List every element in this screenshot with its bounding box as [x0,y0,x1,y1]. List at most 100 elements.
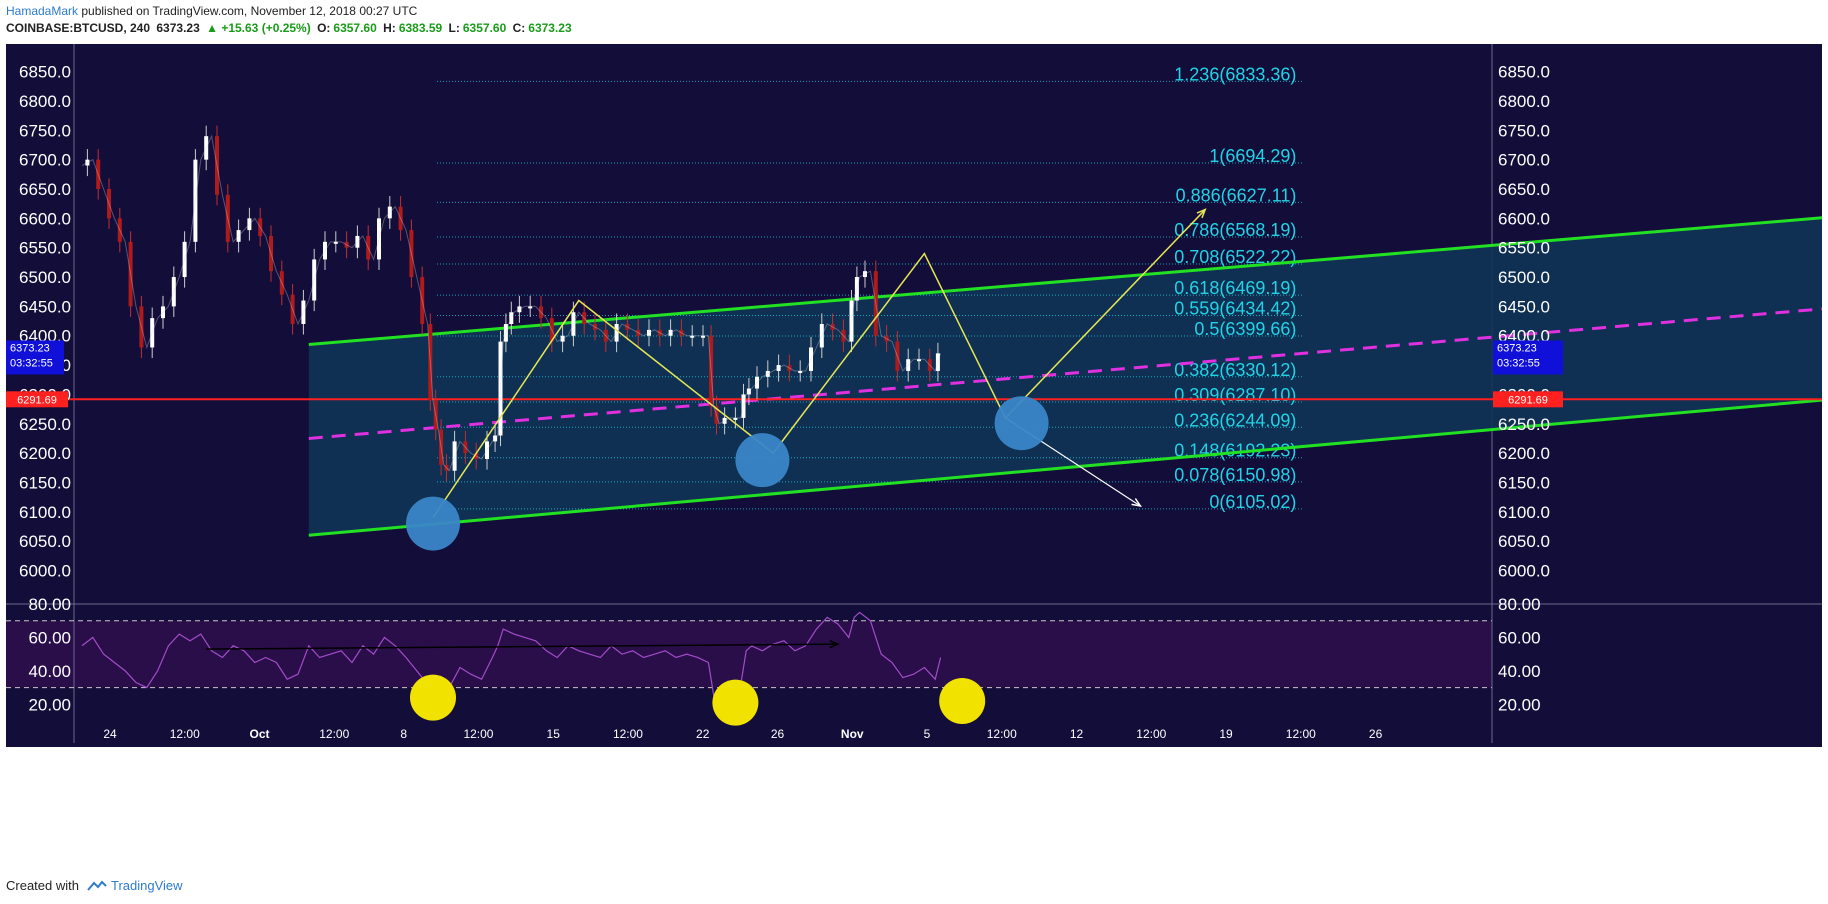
candle-body [498,341,503,436]
published-text: published on TradingView.com, November 1… [78,4,418,18]
time-tick: 15 [547,727,561,741]
support-tag-right [1493,391,1563,408]
publish-info: HamadaMark published on TradingView.com,… [6,4,417,18]
time-axis-background [6,721,1822,747]
candle-body [503,324,508,342]
rsi-tick-left: 40.00 [28,662,71,681]
price-tick-right: 6150.0 [1498,473,1550,492]
candle-body [625,324,630,330]
last-price-tag-right-price: 6373.23 [1497,342,1537,354]
price-tick-left: 6200.0 [19,444,71,463]
candle-body [409,230,414,278]
candle-body [714,406,719,424]
candle-body [917,359,921,362]
time-tick: 12:00 [319,727,349,741]
rsi-band [6,620,1492,688]
candle-body [776,365,781,371]
candle-body [830,324,835,330]
candle-body [884,335,889,342]
candle-body [128,241,133,307]
candle-body [549,318,554,342]
price-tick-left: 6500.0 [19,268,71,287]
bearish-arrowhead [1131,498,1143,508]
support-tag-right-text: 6291.69 [1508,394,1548,406]
candle-body [746,388,751,395]
fib-level-label: 0.618(6469.19) [1174,278,1296,298]
price-tick-right: 6450.0 [1498,297,1550,316]
candle-body [387,206,392,219]
rsi-tick-left: 60.00 [28,628,71,647]
channel-touch-circle [994,396,1049,451]
candle-body [452,441,457,471]
candle-body [679,329,684,336]
candle-body [182,241,187,278]
author-link[interactable]: HamadaMark [6,4,79,18]
candle-body [150,318,155,348]
price-tick-left: 6250.0 [19,415,71,434]
price-tick-right: 6050.0 [1498,532,1550,551]
candle-body [225,194,230,242]
price-tick-right: 6650.0 [1498,180,1550,199]
candle-body [509,312,514,324]
candle-body [603,329,608,342]
price-tick-left: 6100.0 [19,503,71,522]
price-tick-left: 6150.0 [19,473,71,492]
candle-body [377,218,381,260]
candle-body [927,359,932,371]
price-chart-svg[interactable]: 1.236(6833.36) 1(6694.29) 0.886(6627.11) 0.… [6,44,1822,870]
candle-body [582,312,587,324]
candle-body [863,271,867,278]
price-tick-right: 6700.0 [1498,151,1550,170]
candle-body [236,230,241,242]
footer: Created with TradingView [6,878,183,893]
last-price-tag-right-countdown: 03:32:55 [1497,357,1540,369]
candle-body [765,370,770,377]
price-tick-left: 6550.0 [19,239,71,258]
last-price: 6373.23 [156,21,200,35]
low-value: 6357.60 [462,21,507,35]
channel-midline [308,307,1822,440]
candle-body [269,235,273,272]
fib-level-label: 1(6694.29) [1209,146,1296,166]
candle-body [333,241,338,244]
fib-level-label: 0.708(6522.22) [1174,247,1296,267]
price-tick-left: 6850.0 [19,63,71,82]
price-tick-left: 6600.0 [19,209,71,228]
candle-body [428,324,433,401]
chart-area[interactable]: 1.236(6833.36) 1(6694.29) 0.886(6627.11) 0.… [6,44,1822,870]
rsi-tick-right: 40.00 [1498,662,1541,681]
candle-body [204,136,209,160]
created-with-text: Created with [6,878,79,893]
fib-level-label: 0.559(6434.42) [1174,299,1296,319]
support-tag-left-text: 6291.69 [17,394,57,406]
support-tag-left [6,391,68,408]
candle-body [895,341,900,371]
price-tick-left: 6800.0 [19,92,71,111]
price-tick-right: 6750.0 [1498,121,1550,140]
candle-body [85,159,90,166]
open-label: O: [317,21,331,35]
candle-body [560,335,565,342]
candle-body [398,206,403,231]
price-tick-right: 6600.0 [1498,209,1550,228]
symbol-legend: COINBASE:BTCUSD, 240 6373.23 ▲ +15.63 (+… [6,21,575,35]
time-tick: 12:00 [1286,727,1316,741]
candle-body [657,329,662,336]
rsi-oversold-circle [712,679,759,726]
candle-body [215,136,219,195]
time-tick: 22 [696,727,710,741]
candle-body [647,329,651,336]
tradingview-link[interactable]: TradingView [87,878,183,893]
candle-body [787,365,792,371]
candle-body [96,159,101,189]
close-value: 6373.23 [528,21,572,35]
symbol-label: COINBASE:BTCUSD, 240 [6,21,151,35]
price-tick-right: 6800.0 [1498,92,1550,111]
candle-body [854,277,859,301]
candle-body [755,376,759,389]
rsi-divergence-line [206,643,839,650]
price-tick-left: 6050.0 [19,532,71,551]
candle-body [636,329,641,336]
last-price-tag-right [1493,340,1563,375]
candle-body [301,300,306,324]
